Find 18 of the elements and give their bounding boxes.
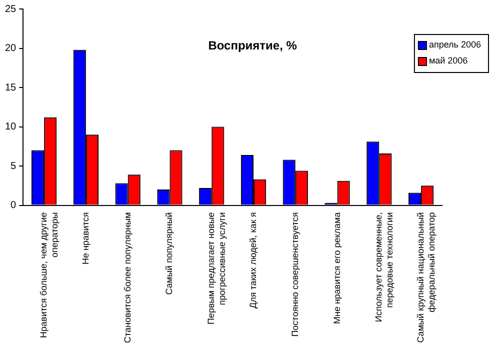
- x-tick-label: Постоянно совершенствуется: [290, 212, 300, 337]
- y-tick-label: 10: [5, 122, 17, 133]
- x-tick-label: Не нравится: [80, 212, 90, 264]
- y-tick-label: 25: [5, 4, 17, 15]
- legend-label: апрель 2006: [428, 39, 482, 50]
- y-tick-label: 15: [5, 82, 17, 94]
- x-tick-label: Использует современные, передовые технологии: [374, 212, 394, 322]
- x-tick-label: Мне нравится его реклама: [332, 212, 342, 324]
- text: Восприятие, %: [208, 38, 298, 52]
- y-tick-label: 0: [10, 200, 17, 212]
- x-tick-label: Для таких людей, как я: [248, 212, 258, 309]
- x-tick-label: Нравится больше, чем другие операторы: [38, 212, 60, 338]
- y-tick-label: 5: [10, 160, 17, 172]
- y-tick-label: 20: [5, 43, 17, 54]
- x-tick-label: Первым предлагает новые прогрессивные услуги: [206, 212, 227, 325]
- x-tick-label: Самый популярный: [164, 212, 174, 295]
- legend-label: май 2006: [428, 55, 468, 66]
- x-tick-label: Становится более популярным: [122, 212, 132, 344]
